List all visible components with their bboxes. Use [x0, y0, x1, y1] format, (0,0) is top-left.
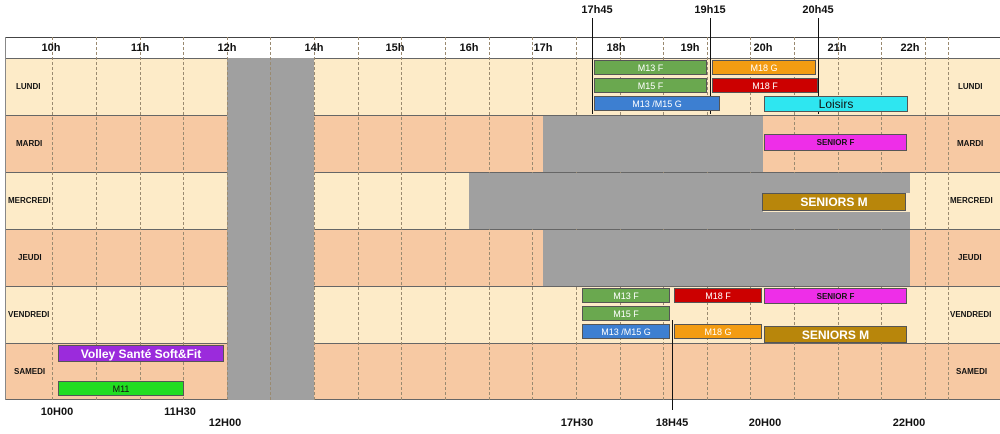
grid-line — [948, 37, 949, 400]
bottom-marker-label: 18H45 — [655, 417, 689, 429]
row-lundi — [5, 58, 1000, 115]
session-block: M15 F — [594, 78, 707, 93]
session-block: M18 G — [712, 60, 816, 75]
day-label: MARDI — [957, 139, 984, 148]
unavailable-mercredi-evening-2 — [763, 212, 910, 229]
session-block: SENIOR F — [764, 288, 907, 304]
session-block: M13 /M15 G — [582, 324, 670, 339]
bottom-marker-label: 11H30 — [164, 406, 196, 418]
grid-line — [140, 37, 141, 400]
top-marker-label: 20h45 — [802, 4, 834, 16]
header-band — [5, 37, 1000, 59]
marker-line — [710, 18, 711, 114]
day-label: MERCREDI — [950, 196, 993, 205]
unavailable-mercredi-evening — [763, 173, 910, 193]
bottom-marker-label: 20H00 — [748, 417, 782, 429]
hour-label: 20h — [753, 42, 773, 54]
marker-line — [592, 18, 593, 114]
hour-label: 15h — [385, 42, 405, 54]
session-block: M15 F — [582, 306, 670, 321]
hour-label: 11h — [130, 42, 150, 54]
unavailable-jeudi — [543, 230, 910, 286]
hour-label: 17h — [533, 42, 553, 54]
hour-label: 22h — [900, 42, 920, 54]
bottom-marker-label: 22H00 — [892, 417, 926, 429]
day-label: SAMEDI — [14, 367, 46, 376]
session-block: M18 F — [674, 288, 762, 303]
session-block: M11 — [58, 381, 184, 396]
day-label: SAMEDI — [956, 367, 988, 376]
session-block: M18 G — [674, 324, 762, 339]
hour-label: 18h — [606, 42, 626, 54]
marker-line — [672, 320, 673, 410]
grid-line — [925, 37, 926, 400]
grid-line — [183, 37, 184, 400]
hour-label: 16h — [459, 42, 479, 54]
grid-line — [227, 37, 228, 400]
day-label: JEUDI — [18, 253, 42, 262]
top-marker-label: 17h45 — [581, 4, 613, 16]
grid-line — [401, 37, 402, 400]
marker-line — [818, 18, 819, 114]
day-label: MERCREDI — [8, 196, 51, 205]
session-block: Loisirs — [764, 96, 908, 112]
bottom-marker-label: 12H00 — [208, 417, 242, 429]
day-label: MARDI — [16, 139, 43, 148]
session-block: M18 F — [712, 78, 818, 93]
hour-label: 19h — [680, 42, 700, 54]
hour-label: 10h — [41, 42, 61, 54]
hour-label: 14h — [304, 42, 324, 54]
session-block: SENIORS M — [764, 326, 907, 343]
hour-label: 21h — [827, 42, 847, 54]
day-label: LUNDI — [16, 82, 41, 91]
session-block: SENIOR F — [764, 134, 907, 151]
session-block: M13 /M15 G — [594, 96, 720, 111]
grid-line — [314, 37, 315, 400]
unavailable-mardi — [543, 116, 763, 172]
session-block: SENIORS M — [762, 193, 906, 211]
grid-line — [358, 37, 359, 400]
session-block: M13 F — [594, 60, 707, 75]
unavailable-mercredi — [469, 173, 763, 229]
grid-line — [52, 37, 53, 400]
bottom-marker-label: 17H30 — [560, 417, 594, 429]
session-block: M13 F — [582, 288, 670, 303]
grid-line — [445, 37, 446, 400]
grid-line — [96, 37, 97, 400]
day-label: VENDREDI — [950, 310, 992, 319]
grid-line — [270, 37, 271, 400]
hour-label: 12h — [217, 42, 237, 54]
grid-line — [5, 37, 6, 400]
day-label: LUNDI — [958, 82, 983, 91]
top-marker-label: 19h15 — [694, 4, 726, 16]
day-label: VENDREDI — [8, 310, 50, 319]
bottom-marker-label: 10H00 — [40, 406, 74, 418]
session-block: Volley Santé Soft&Fit — [58, 345, 224, 362]
day-label: JEUDI — [958, 253, 982, 262]
